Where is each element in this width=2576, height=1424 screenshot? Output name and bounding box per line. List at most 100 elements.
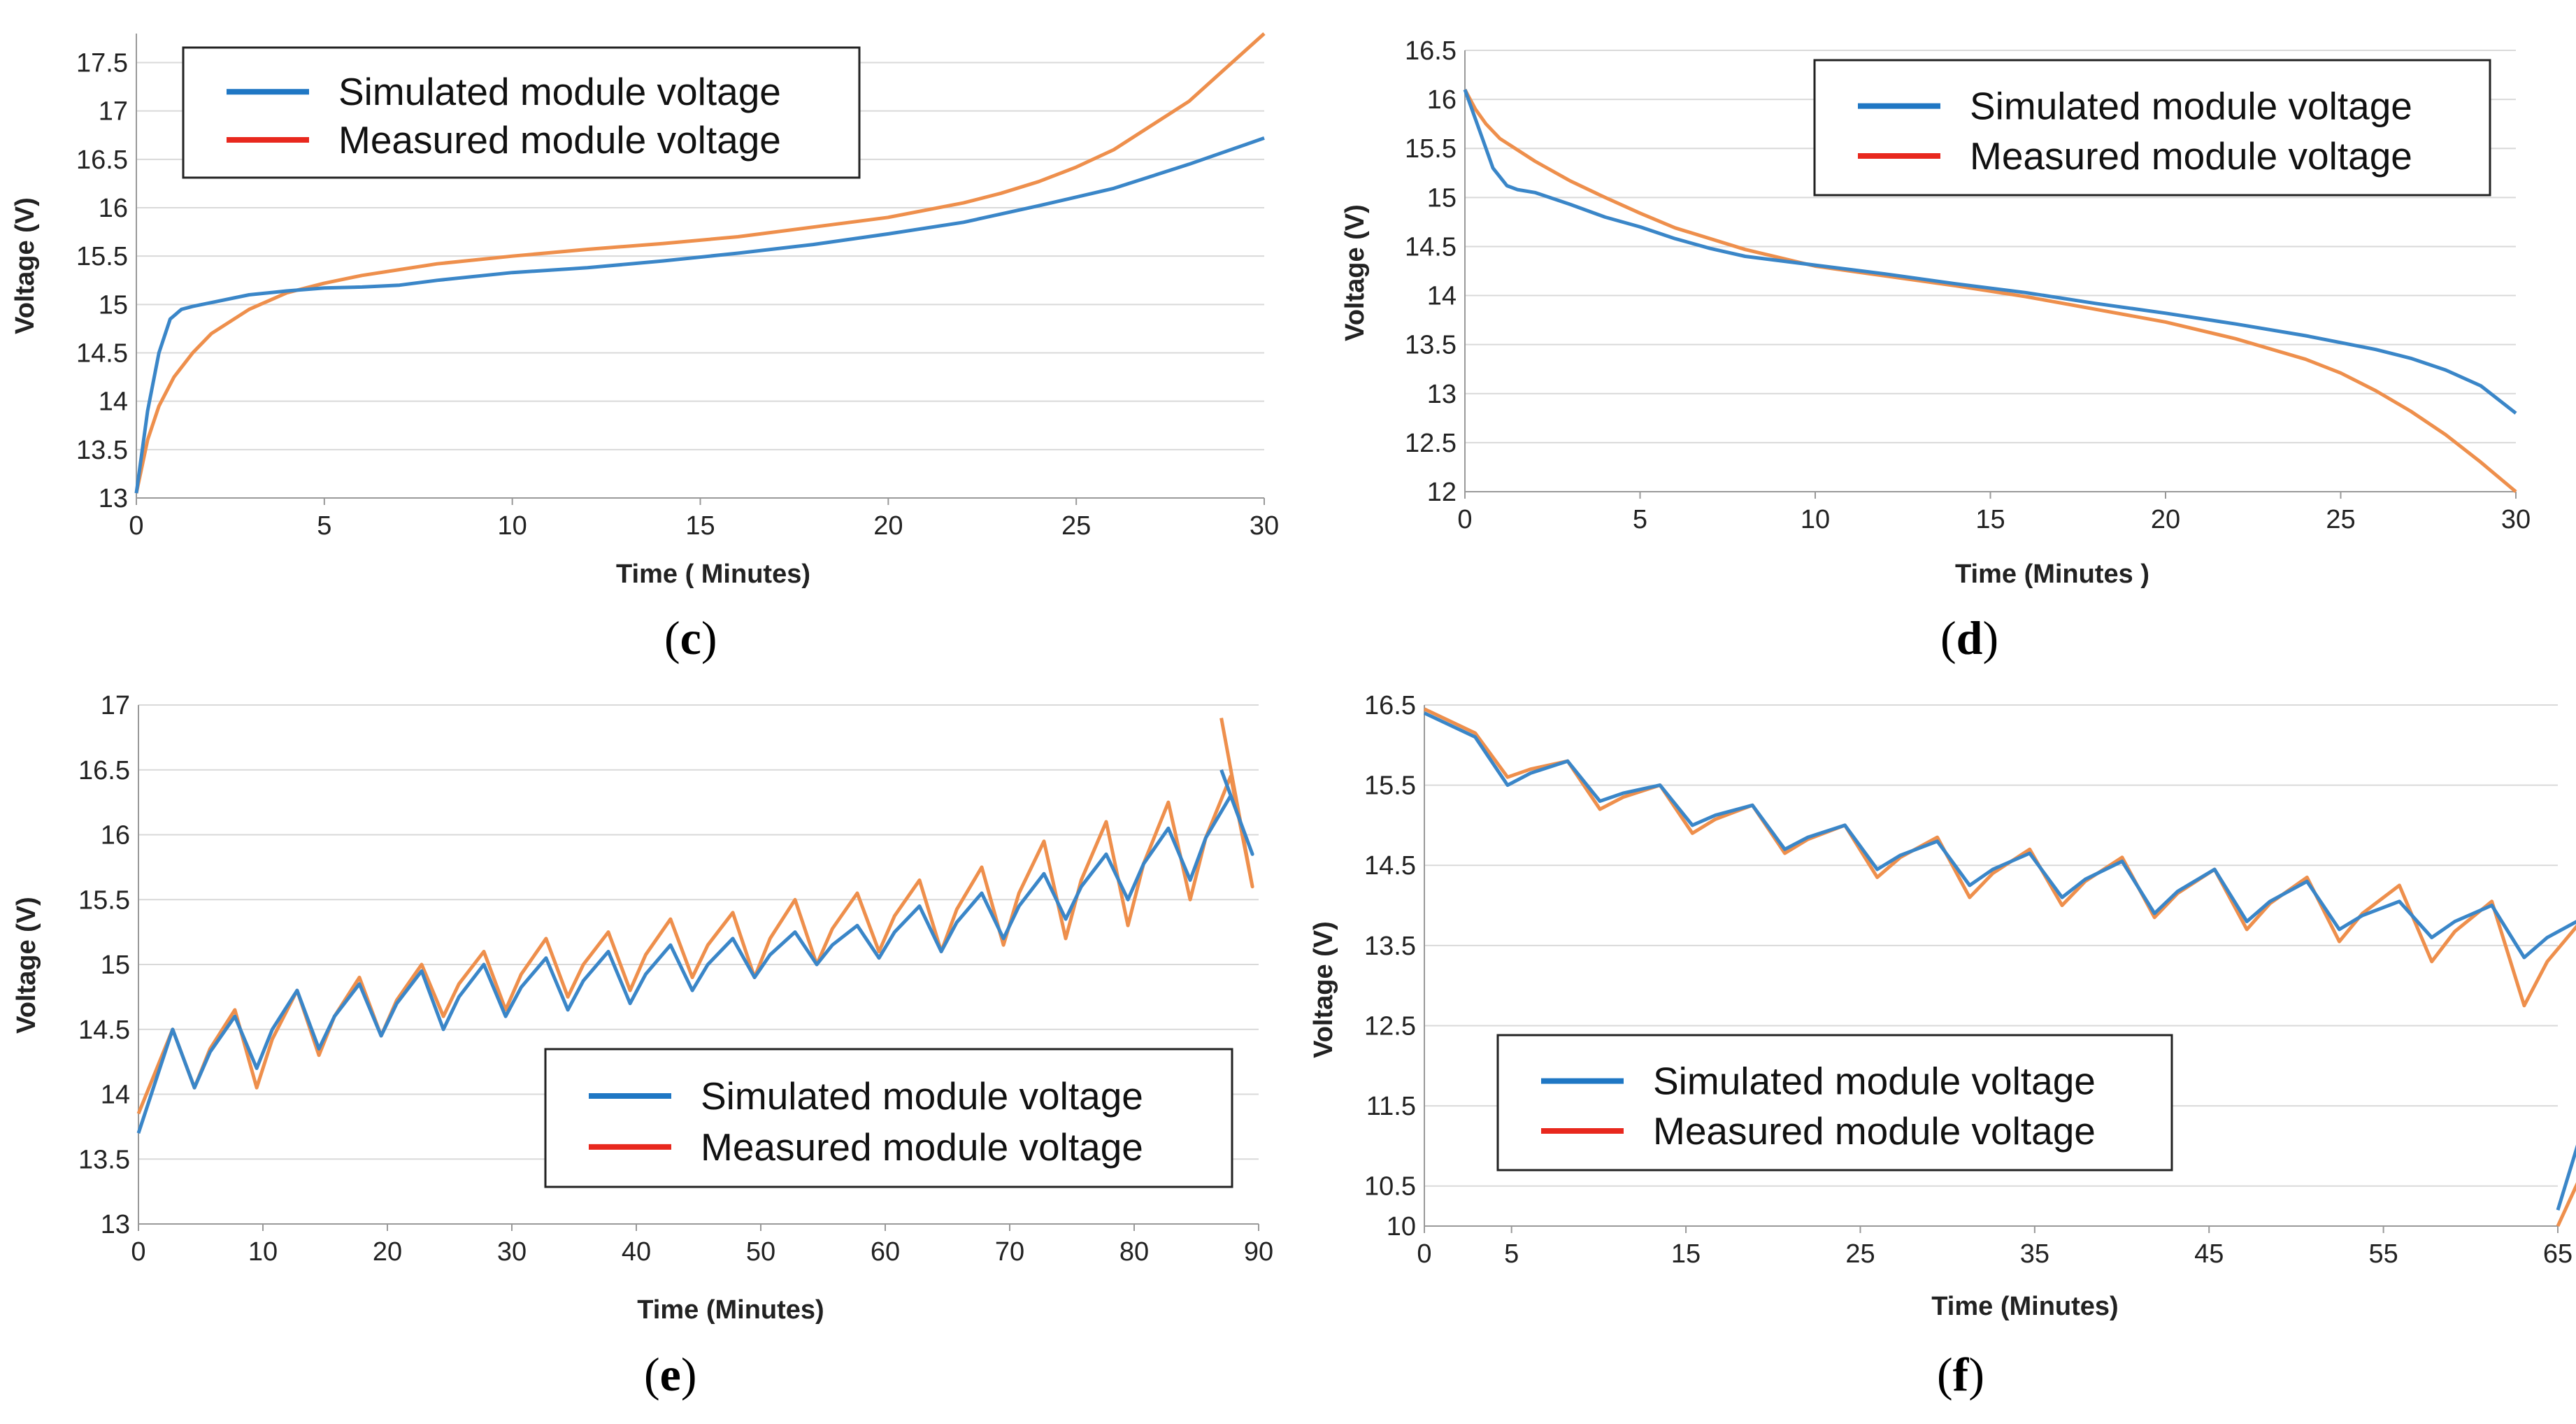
y-axis-label: Voltage (V) [1340,204,1370,341]
x-tick-label: 5 [317,511,331,541]
x-tick-label: 15 [1671,1239,1701,1269]
x-tick-label: 5 [1504,1239,1519,1269]
chart-c: 13 13.5 14 14.5 15 15.5 16 16.5 17 17.5 0 5 10 15 20 25… [10,32,1279,664]
legend: Simulated module voltage Measured module … [1813,59,2491,197]
x-tick-label: 0 [1457,505,1472,534]
y-tick-label: 17 [99,97,128,127]
y-tick-label: 13 [101,1210,130,1239]
y-tick-label: 16.5 [1405,36,1457,66]
y-tick-label: 12.5 [1405,429,1457,458]
y-tick-label: 13.5 [1364,932,1416,961]
legend-box [1496,1034,2173,1172]
x-tick-label: 45 [2194,1239,2224,1269]
series-line-measured [1463,88,2517,493]
x-tick-label: 30 [2501,505,2531,534]
x-tick-label: 0 [129,511,143,541]
chart-e: 13 13.5 14 14.5 15 15.5 16 16.5 17 0 10 20 30 40 50 60 7… [12,691,1273,1401]
series-line-simulated [1423,711,2576,1211]
x-axis-label: Time (Minutes) [1931,1292,2118,1321]
series-line-simulated [1463,89,2517,415]
y-tick-label: 15.5 [78,885,130,915]
x-tick-label: 80 [1119,1237,1149,1267]
y-tick-label: 15.5 [1364,771,1416,801]
legend-label-simulated: Simulated module voltage [1653,1060,2096,1103]
y-tick-label: 10 [1387,1212,1416,1241]
panel-label: (f) [1937,1348,1984,1401]
legend: Simulated module voltage Measured module … [1496,1034,2173,1172]
legend-label-measured: Measured module voltage [1653,1109,2096,1153]
series-line-simulated [136,769,1254,1134]
y-tick-label: 16.5 [76,145,128,175]
y-tick-label: 13 [99,484,128,513]
x-axis-label: Time ( Minutes) [616,560,810,589]
series-line-simulated [134,136,1265,494]
y-tick-label: 15 [99,290,128,320]
legend-label-simulated: Simulated module voltage [1970,85,2412,128]
y-tick-label: 15 [101,950,130,980]
x-tick-label: 10 [248,1237,278,1267]
y-tick-label: 17 [101,691,130,720]
x-tick-label: 30 [497,1237,527,1267]
y-tick-label: 16.5 [78,756,130,785]
y-axis-label: Voltage (V) [12,897,41,1034]
x-tick-label: 60 [871,1237,900,1267]
legend: Simulated module voltage Measured module … [544,1048,1233,1188]
x-tick-label: 25 [1061,511,1091,541]
x-tick-label: 70 [995,1237,1024,1267]
x-tick-label: 65 [2543,1239,2573,1269]
legend: Simulated module voltage Measured module … [182,46,861,179]
legend-label-simulated: Simulated module voltage [338,70,781,113]
x-tick-label: 0 [131,1237,145,1267]
x-tick-label: 20 [2151,505,2180,534]
x-tick-label: 30 [1250,511,1279,541]
x-tick-label: 55 [2368,1239,2398,1269]
y-tick-label: 12.5 [1364,1011,1416,1041]
y-tick-label: 11.5 [1366,1092,1416,1121]
legend-box [544,1048,1233,1188]
legend-box [1813,59,2491,197]
legend-box [182,46,861,179]
legend-label-measured: Measured module voltage [1970,134,2412,178]
legend-label-measured: Measured module voltage [338,118,781,162]
y-tick-label: 14.5 [76,339,128,369]
y-tick-label: 16 [101,821,130,850]
y-tick-label: 10.5 [1364,1172,1416,1202]
y-tick-label: 14 [1427,282,1457,311]
x-tick-label: 5 [1633,505,1647,534]
x-tick-label: 20 [373,1237,402,1267]
y-tick-label: 14 [101,1081,130,1110]
legend-label-measured: Measured module voltage [701,1125,1143,1169]
x-axis-label: Time (Minutes ) [1955,560,2149,589]
y-tick-label: 14.5 [1405,232,1457,262]
y-tick-label: 15.5 [76,242,128,271]
y-tick-label: 13.5 [1405,331,1457,360]
y-tick-label: 15.5 [1405,134,1457,164]
x-tick-label: 15 [1975,505,2005,534]
y-tick-label: 17.5 [76,49,128,78]
x-tick-label: 10 [498,511,527,541]
x-tick-label: 50 [746,1237,775,1267]
x-tick-label: 0 [1417,1239,1431,1269]
y-tick-label: 16 [1427,85,1457,115]
x-tick-label: 25 [2326,505,2355,534]
x-axis-label: Time (Minutes) [637,1295,824,1325]
legend-label-simulated: Simulated module voltage [701,1074,1143,1118]
x-tick-label: 20 [873,511,903,541]
x-tick-label: 10 [1801,505,1830,534]
y-axis-label: Voltage (V) [1309,921,1338,1058]
x-tick-label: 90 [1244,1237,1273,1267]
y-tick-label: 14 [99,387,128,417]
x-tick-label: 25 [1845,1239,1875,1269]
y-tick-label: 16 [99,194,128,223]
panel-label: (c) [664,611,717,664]
panel-label: (e) [644,1348,697,1401]
series-line-measured [134,32,1266,494]
chart-f: 10 10.5 11.5 12.5 13.5 14.5 15.5 16.5 0 5 15 25 35 45… [1309,691,2576,1401]
y-axis-label: Voltage (V) [10,197,40,334]
y-tick-label: 12 [1427,478,1457,507]
x-tick-label: 15 [685,511,715,541]
x-tick-label: 35 [2020,1239,2049,1269]
y-tick-label: 13.5 [78,1145,130,1174]
y-tick-label: 13.5 [76,436,128,465]
